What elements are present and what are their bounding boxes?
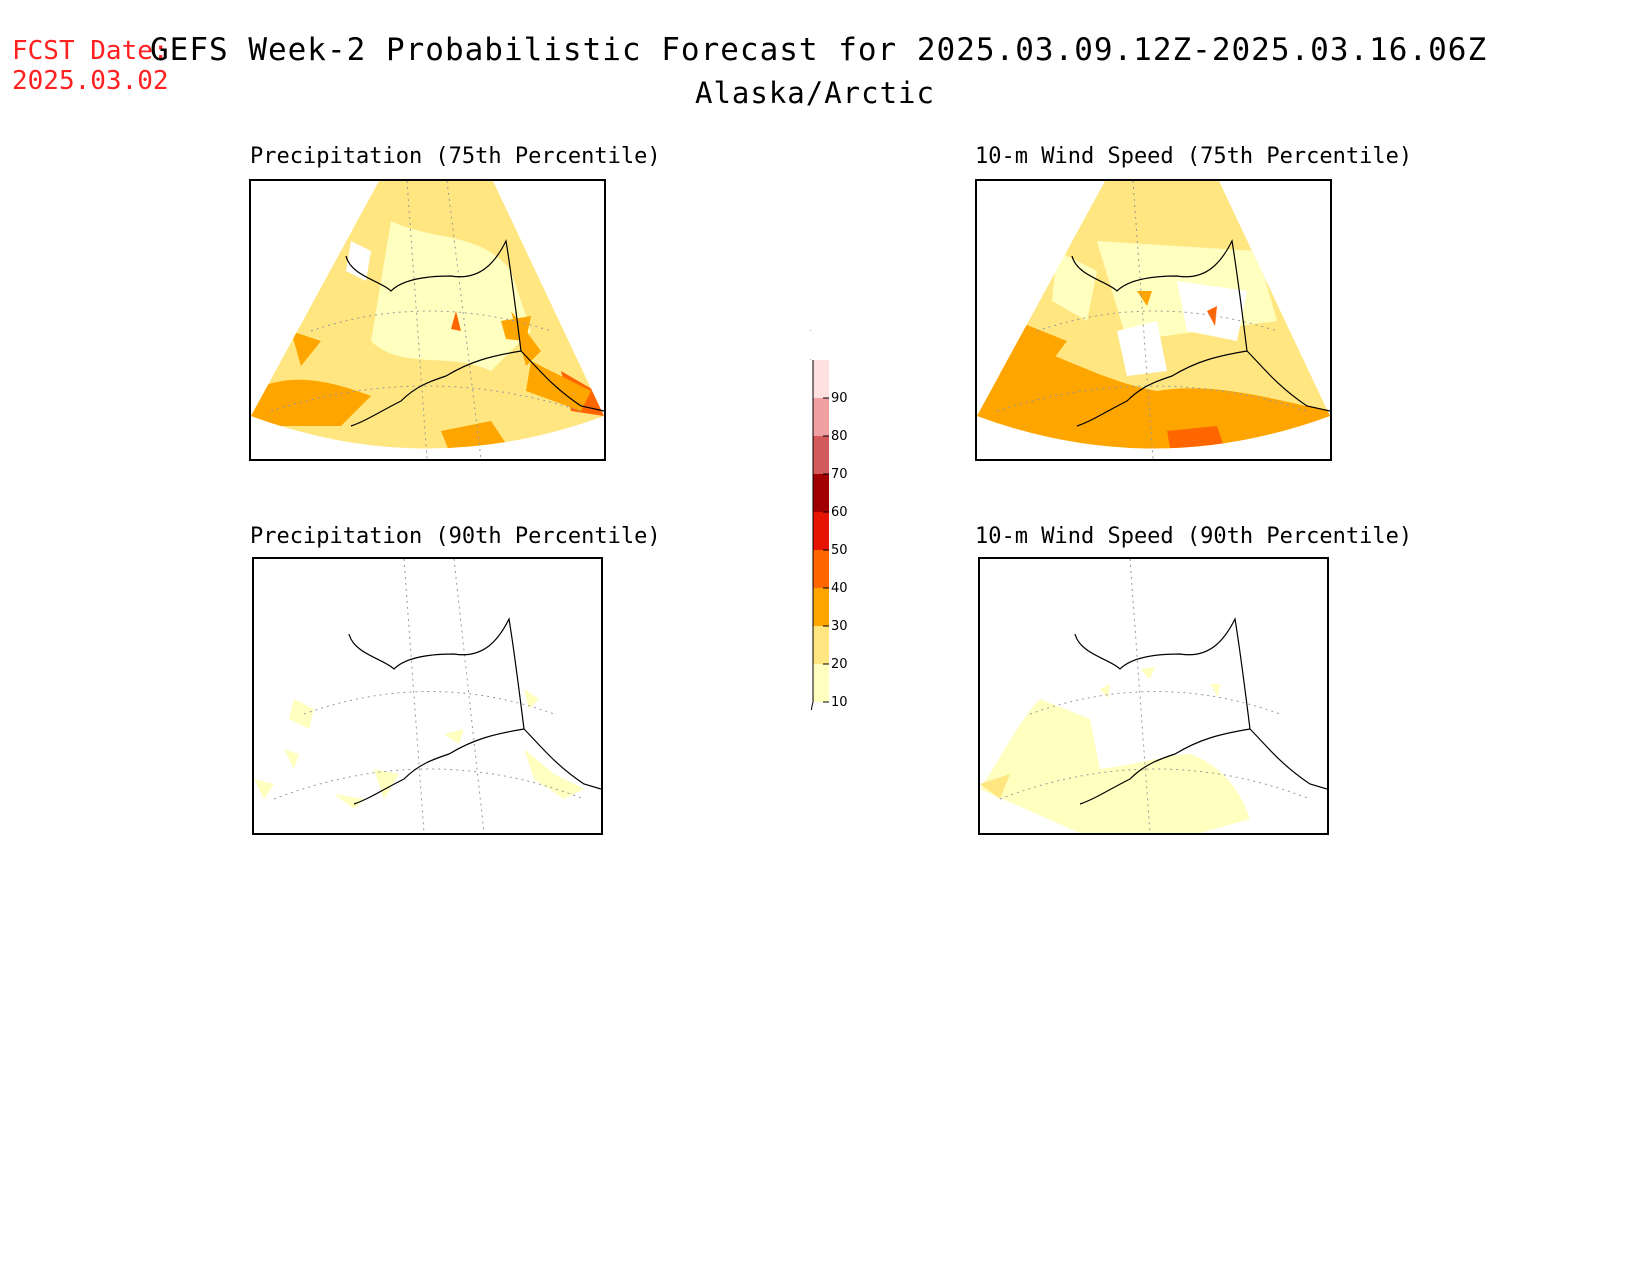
colorbar-swatch	[813, 550, 829, 588]
colorbar-swatch	[813, 512, 829, 550]
colorbar-swatch	[813, 436, 829, 474]
map-precip-75	[249, 179, 606, 461]
colorbar-swatch	[813, 474, 829, 512]
colorbar-tick-label: 30	[831, 619, 848, 634]
page-subtitle: Alaska/Arctic	[695, 76, 935, 110]
colorbar-tick-label: 60	[831, 505, 848, 520]
colorbar-tick-label: 20	[831, 657, 848, 672]
colorbar: 10 20 30 40 50 60 70 80 90	[806, 329, 870, 738]
colorbar-swatch	[813, 626, 829, 664]
forecast-date-label: FCST Date: 2025.03.02	[12, 36, 169, 96]
colorbar-swatch	[813, 398, 829, 436]
colorbar-swatch	[813, 360, 829, 398]
fcst-date-caption: FCST Date:	[12, 36, 169, 66]
colorbar-tick-label: 50	[831, 543, 848, 558]
colorbar-tick-label: 80	[831, 429, 848, 444]
panel-title-precip-75: Precipitation (75th Percentile)	[250, 144, 661, 169]
colorbar-swatch	[813, 588, 829, 626]
panel-title-precip-90: Precipitation (90th Percentile)	[250, 524, 661, 549]
colorbar-swatch	[813, 664, 829, 702]
map-wind-90	[978, 557, 1329, 835]
panel-title-wind-75: 10-m Wind Speed (75th Percentile)	[975, 144, 1413, 169]
map-precip-90	[252, 557, 603, 835]
colorbar-tick-label: 40	[831, 581, 848, 596]
panel-title-wind-90: 10-m Wind Speed (90th Percentile)	[975, 524, 1413, 549]
page-title: GEFS Week-2 Probabilistic Forecast for 2…	[150, 32, 1488, 68]
colorbar-tick-label: 90	[831, 391, 848, 406]
colorbar-tick-label: 70	[831, 467, 848, 482]
map-wind-75	[975, 179, 1332, 461]
colorbar-tick-label: 10	[831, 695, 848, 710]
fcst-date-value: 2025.03.02	[12, 66, 169, 96]
